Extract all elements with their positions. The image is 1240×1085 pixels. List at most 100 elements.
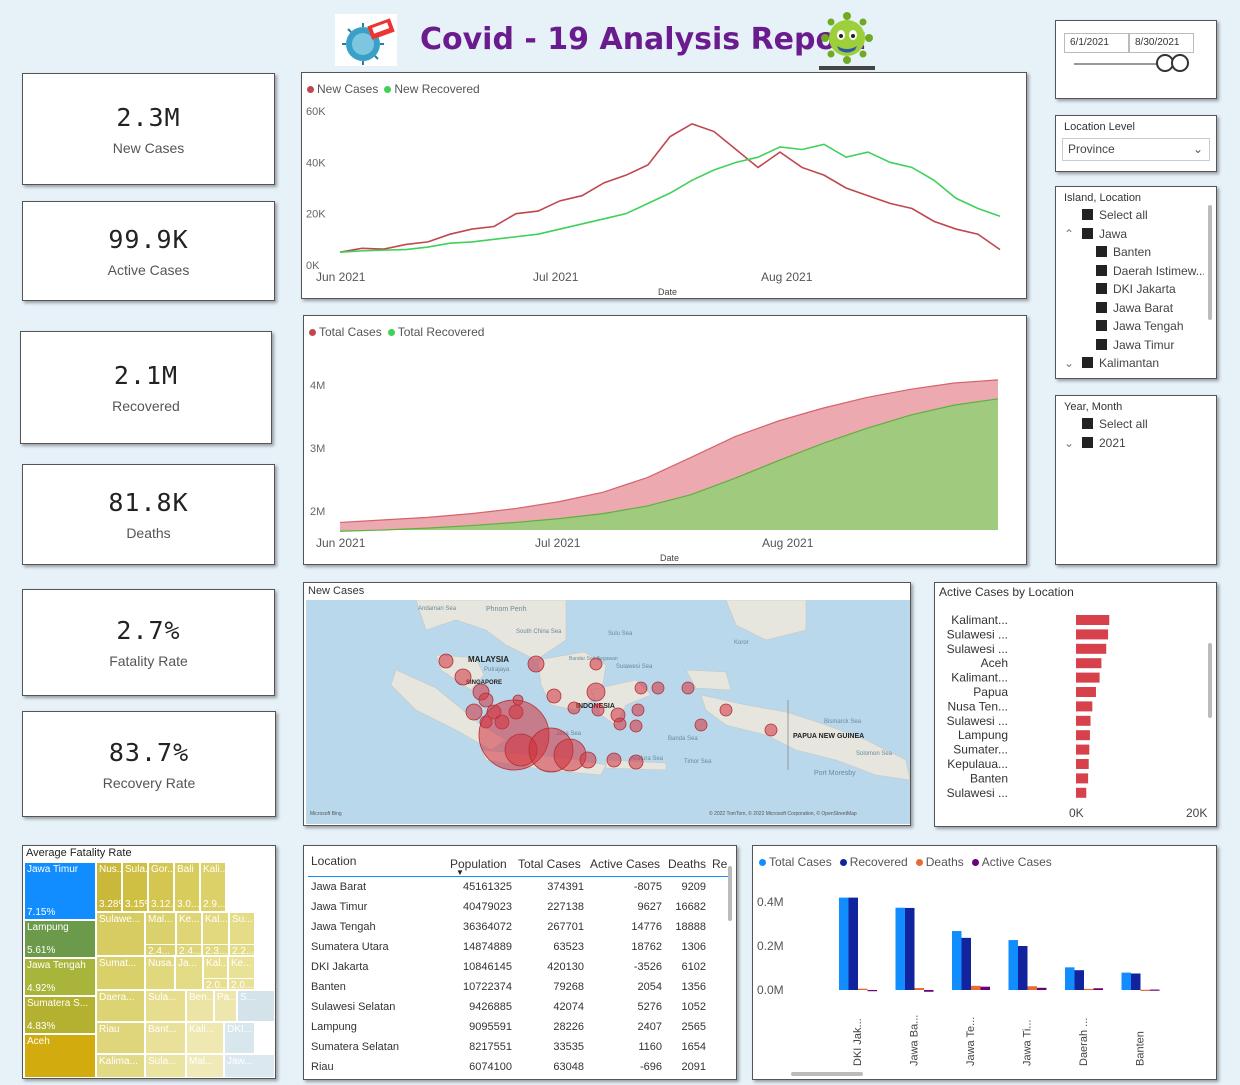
- treemap-cell[interactable]: 2.4...: [176, 944, 202, 956]
- treemap-cell[interactable]: DKI...: [224, 1022, 255, 1054]
- chevron-up-icon[interactable]: ⌃: [1064, 226, 1075, 241]
- date-slider-track[interactable]: [1074, 63, 1182, 65]
- new-cases-map[interactable]: New Cases MALAYSIASINGAPOREINDONESIAPAPU…: [303, 582, 911, 826]
- map-canvas[interactable]: MALAYSIASINGAPOREINDONESIAPAPUA NEW GUIN…: [306, 600, 910, 824]
- treemap-cell[interactable]: Sula...: [145, 1054, 186, 1078]
- table-scrollbar[interactable]: [728, 866, 732, 921]
- slicer-item-jawa-barat[interactable]: Jawa Barat: [1064, 299, 1204, 318]
- treemap-cell[interactable]: Nusa...: [145, 956, 175, 990]
- treemap-cell[interactable]: Sula... 3.15%: [122, 862, 148, 912]
- chart-h-scrollbar[interactable]: [791, 1072, 863, 1076]
- y-tick-label: 0K: [306, 260, 320, 272]
- slicer-item-kalimantan[interactable]: ⌄ Kalimantan: [1064, 354, 1204, 373]
- year-month-slicer[interactable]: Year, Month Select all ⌄ 2021: [1055, 395, 1217, 565]
- location-level-slicer[interactable]: Location Level Province ⌄: [1055, 115, 1217, 172]
- treemap-cell[interactable]: 2.0...: [228, 978, 255, 990]
- new-cases-line-chart[interactable]: New Cases New Recovered 0K 20K 40K 60K Jun 2…: [301, 72, 1027, 299]
- col-header-total-cases[interactable]: Total Cases: [518, 857, 581, 871]
- sort-desc-icon[interactable]: ▼: [456, 868, 464, 877]
- treemap-cell[interactable]: Sula...: [145, 990, 186, 1022]
- treemap-cell[interactable]: Bant...: [145, 1022, 186, 1054]
- treemap-cell[interactable]: Bali 3.0...: [174, 862, 200, 912]
- slicer-item-diy[interactable]: Daerah Istimew...: [1064, 262, 1204, 281]
- bar: [1076, 629, 1109, 640]
- legend-deaths[interactable]: Deaths: [915, 855, 964, 869]
- active-cases-by-location-chart[interactable]: Active Cases by Location Kalimant... Sula…: [934, 582, 1217, 827]
- treemap-cell[interactable]: Lampung 5.61%: [24, 920, 96, 958]
- treemap-cell[interactable]: 2.4...: [145, 944, 176, 956]
- treemap-cell[interactable]: Sulawe...: [96, 912, 145, 956]
- treemap-cell[interactable]: 2.0...: [203, 978, 228, 990]
- treemap-cell[interactable]: Sumat...: [96, 956, 145, 990]
- col-header-population[interactable]: Population: [450, 857, 507, 871]
- treemap-cell[interactable]: Riau: [96, 1022, 145, 1054]
- date-slider-handle-end[interactable]: [1171, 54, 1189, 72]
- total-cases-area-chart[interactable]: Total Cases Total Recovered 2M 3M 4M Jun 20…: [303, 315, 1027, 565]
- table-row[interactable]: Jawa Timur 40479023 227138 9627 16682: [308, 897, 728, 917]
- col-header-deaths[interactable]: Deaths: [668, 857, 707, 871]
- table-cell-location: Sumatera Selatan: [311, 1040, 400, 1053]
- location-table[interactable]: Location Population Total Cases Active C…: [303, 845, 737, 1080]
- slicer-item-jawa[interactable]: ⌃ Jawa: [1064, 225, 1204, 244]
- legend-new-cases[interactable]: New Cases: [307, 82, 378, 96]
- table-row[interactable]: Sumatera Selatan 8217551 33535 1160 1654: [308, 1037, 728, 1057]
- treemap-cell[interactable]: Ben...: [186, 990, 214, 1022]
- table-cell-location: DKI Jakarta: [311, 960, 369, 973]
- treemap-cell[interactable]: Aceh: [24, 1034, 96, 1078]
- average-fatality-treemap[interactable]: Average Fatality Rate Jawa Timur 7.15% Lam…: [22, 845, 276, 1079]
- treemap-cell[interactable]: Ja...: [175, 956, 203, 990]
- slicer-item-banten[interactable]: Banten: [1064, 243, 1204, 262]
- treemap-cell[interactable]: Jawa Timur 7.15%: [24, 862, 96, 920]
- treemap-cell[interactable]: Jawa Tengah 4.92%: [24, 958, 96, 996]
- slicer-scrollbar[interactable]: [1208, 205, 1212, 320]
- treemap-cell[interactable]: Jaw...: [224, 1054, 275, 1078]
- bar: [1076, 744, 1090, 755]
- legend-new-recovered[interactable]: New Recovered: [384, 82, 480, 96]
- treemap-cell[interactable]: Gor... 3.12...: [148, 862, 174, 912]
- col-header-location[interactable]: Location: [311, 854, 357, 868]
- treemap-cell[interactable]: Kali... 2.9...: [200, 862, 226, 912]
- slicer-item-jawa-tengah[interactable]: Jawa Tengah: [1064, 317, 1204, 336]
- table-row[interactable]: DKI Jakarta 10846145 420130 -3526 6102: [308, 957, 728, 977]
- treemap-cell[interactable]: 2.2...: [229, 944, 255, 956]
- slicer-item-select-all[interactable]: Select all: [1064, 415, 1204, 434]
- treemap-cell[interactable]: Mal...: [186, 1054, 224, 1078]
- treemap-cell[interactable]: Daera...: [96, 990, 145, 1022]
- table-row[interactable]: Jawa Barat 45161325 374391 -8075 9209: [308, 877, 728, 897]
- chevron-down-icon[interactable]: ⌄: [1064, 356, 1075, 370]
- table-row[interactable]: Sulawesi Selatan 9426885 42074 5276 1052: [308, 997, 728, 1017]
- chart-scrollbar[interactable]: [1208, 643, 1212, 718]
- slicer-item-2021[interactable]: ⌄ 2021: [1064, 434, 1204, 453]
- legend-recovered[interactable]: Recovered: [839, 855, 908, 869]
- table-row[interactable]: Banten 10722374 79268 2054 1356: [308, 977, 728, 997]
- location-summary-column-chart[interactable]: Total Cases Recovered Deaths Active Case…: [752, 845, 1217, 1080]
- treemap-cell[interactable]: Kali...: [186, 1022, 224, 1054]
- slicer-item-dki-jakarta[interactable]: DKI Jakarta: [1064, 280, 1204, 299]
- treemap-cell[interactable]: Kalima...: [96, 1054, 145, 1078]
- slicer-item-jawa-timur[interactable]: Jawa Timur: [1064, 336, 1204, 355]
- treemap-cell[interactable]: Sumatera S... 4.83%: [24, 996, 96, 1034]
- col-header-recovered[interactable]: Re: [712, 857, 728, 871]
- treemap-cell[interactable]: Pa...: [214, 990, 237, 1022]
- x-tick-label: Jawa Ba...: [909, 1015, 921, 1066]
- treemap-cell[interactable]: Nus... 3.28%: [96, 862, 122, 912]
- date-range-slicer[interactable]: 6/1/2021 8/30/2021: [1055, 20, 1217, 99]
- start-date-input[interactable]: 6/1/2021: [1064, 33, 1129, 53]
- legend-total-cases[interactable]: Total Cases: [309, 325, 382, 339]
- island-location-slicer[interactable]: Island, Location Select all ⌃ Jawa Banten…: [1055, 186, 1217, 379]
- table-row[interactable]: Jawa Tengah 36364072 267701 14776 18888: [308, 917, 728, 937]
- location-data-table: Location Population Total Cases Active C…: [308, 852, 728, 1077]
- location-level-dropdown[interactable]: Province ⌄: [1062, 138, 1210, 161]
- treemap-cell[interactable]: S...: [237, 990, 275, 1022]
- col-header-active-cases[interactable]: Active Cases: [590, 857, 661, 871]
- table-row[interactable]: Riau 6074100 63048 -696 2091: [308, 1057, 728, 1077]
- end-date-input[interactable]: 8/30/2021: [1129, 33, 1194, 53]
- table-row[interactable]: Sumatera Utara 14874889 63523 18762 1306: [308, 937, 728, 957]
- slicer-item-select-all[interactable]: Select all: [1064, 206, 1204, 225]
- legend-active-cases[interactable]: Active Cases: [971, 855, 1052, 869]
- treemap-cell[interactable]: 2.3...: [202, 944, 229, 956]
- chevron-down-icon[interactable]: ⌄: [1064, 435, 1075, 450]
- legend-total-recovered[interactable]: Total Recovered: [387, 325, 484, 339]
- table-row[interactable]: Lampung 9095591 28226 2407 2565: [308, 1017, 728, 1037]
- legend-total-cases[interactable]: Total Cases: [759, 855, 832, 869]
